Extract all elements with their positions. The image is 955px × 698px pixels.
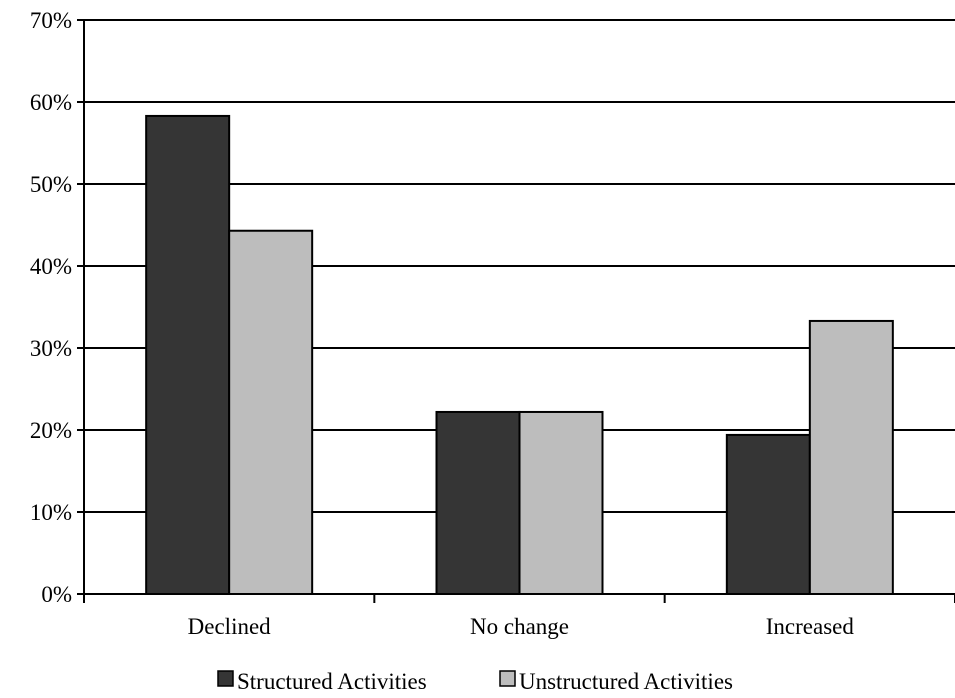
y-tick-label-30: 30% (30, 336, 72, 361)
legend-swatch-1 (217, 670, 234, 687)
y-tick-label-10: 10% (30, 500, 72, 525)
bar-no-change-series-2 (518, 410, 604, 595)
bar-increased-series-1 (725, 433, 811, 596)
legend: Structured Activities Unstructured Activi… (217, 669, 733, 694)
y-tick-label-50: 50% (30, 172, 72, 197)
y-tick-label-70: 70% (30, 8, 72, 33)
bar-declined-series-2 (228, 229, 314, 596)
bars (145, 114, 894, 596)
bar-declined-series-1 (145, 114, 231, 595)
category-label-increased: Increased (766, 614, 855, 639)
y-tick-label-40: 40% (30, 254, 72, 279)
y-tick-label-20: 20% (30, 418, 72, 443)
y-tick-labels: 0% 10% 20% 30% 40% 50% 60% 70% (30, 8, 72, 607)
y-tick-label-60: 60% (30, 90, 72, 115)
category-labels: Declined No change Increased (188, 614, 855, 639)
bar-increased-series-2 (808, 319, 894, 595)
axes (77, 19, 955, 603)
legend-swatch-2 (499, 670, 516, 687)
legend-label-1: Structured Activities (237, 669, 427, 694)
legend-label-2: Unstructured Activities (519, 669, 733, 694)
y-tick-label-0: 0% (41, 582, 72, 607)
category-label-declined: Declined (188, 614, 272, 639)
bar-no-change-series-1 (435, 410, 521, 595)
category-label-no-change: No change (470, 614, 569, 639)
